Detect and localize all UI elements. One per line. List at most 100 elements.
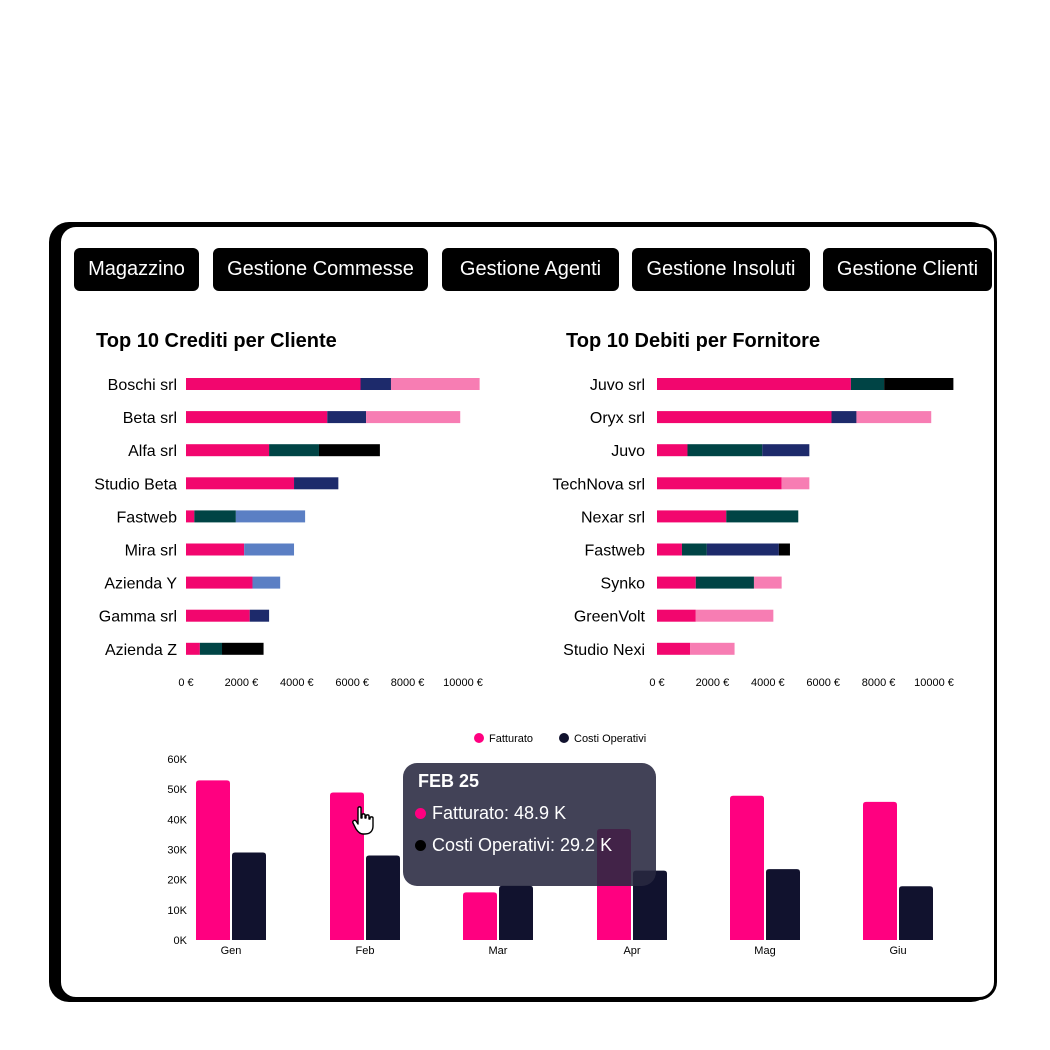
row-label: Studio Beta [94,476,177,493]
bar-segment [222,642,264,655]
bar-fatturato [196,780,230,940]
nav-button-gestione-insoluti[interactable]: Gestione Insoluti [632,248,810,291]
row-label: Azienda Z [105,642,177,659]
crediti-bar-chart: Boschi srl Beta srl Alfa srl Studio Beta Fas… [94,377,483,689]
tooltip-row-costi: Costi Operativi: 29.2 K [415,835,612,856]
bar-segment [687,444,763,457]
bar-segment [244,543,295,556]
bar-segment [269,444,319,457]
bar-segment [781,477,810,490]
x-tick-label: 6000 € [806,677,840,689]
bar-segment [850,378,885,390]
row-label: Gamma srl [99,609,177,626]
x-tick-label: 8000 € [862,677,896,689]
x-tick-label: Gen [221,945,242,957]
bar-segment [762,444,810,457]
legend-marker [474,733,484,743]
legend-label: Fatturato [489,733,533,745]
row-label: Alfa srl [128,443,177,460]
bar-costi [899,886,933,940]
bar-costi [766,869,800,940]
fatturato-dot-icon [415,808,426,819]
debiti-bar-chart: Juvo srl Oryx srl Juvo TechNova srl Nexar sr… [553,377,954,689]
bar-segment [657,411,832,424]
bar-segment [831,411,857,424]
tooltip-costi-text: Costi Operativi: 29.2 K [432,835,613,855]
bar-segment [318,444,380,457]
x-tick-label: 2000 € [225,677,259,689]
row-label: Mira srl [125,543,177,560]
bar-segment [657,477,782,490]
bar-segment [695,609,774,622]
legend-marker [559,733,569,743]
chart-tooltip: FEB 25 Fatturato: 48.9 K Costi Operativi… [403,763,656,886]
nav-button-magazzino[interactable]: Magazzino [74,248,199,291]
bar-segment [856,411,932,424]
bar-segment [657,378,851,390]
bar-segment [235,510,306,523]
bar-segment [249,609,270,622]
x-tick-label: 6000 € [335,677,369,689]
row-label: Fastweb [585,543,646,560]
row-label: Juvo srl [590,377,645,394]
x-tick-label: 4000 € [751,677,785,689]
tooltip-fatturato-text: Fatturato: 48.9 K [432,803,567,823]
bar-segment [657,576,696,589]
bar-segment [681,543,707,556]
nav-button-gestione-agenti[interactable]: Gestione Agenti [442,248,619,291]
nav-button-gestione-commesse[interactable]: Gestione Commesse [213,248,428,291]
x-tick-label: 0 € [178,677,193,689]
row-label: Oryx srl [590,410,645,427]
row-label: GreenVolt [574,609,646,626]
bar-segment [657,444,688,457]
x-tick-label: 8000 € [391,677,425,689]
bar-segment [186,543,245,556]
bar-segment [186,510,195,523]
bar-segment [186,378,361,390]
row-label: Fastweb [117,509,178,526]
x-tick-label: Feb [356,945,375,957]
bar-costi [232,852,266,940]
bar-segment [186,477,295,490]
x-tick-label: 10000 € [443,677,483,689]
x-tick-label: 2000 € [696,677,730,689]
y-tick-label: 10K [167,905,187,917]
bar-segment [199,642,223,655]
bar-segment [186,642,200,655]
bar-segment [726,510,799,523]
bar-segment [194,510,236,523]
y-tick-label: 20K [167,875,187,887]
tooltip-title: FEB 25 [418,771,480,791]
bar-segment [657,609,696,622]
y-tick-label: 60K [167,754,187,766]
bar-segment [252,576,281,589]
debiti-chart-title: Top 10 Debiti per Fornitore [566,330,821,352]
bar-segment [360,378,391,390]
x-tick-label: Mar [489,945,508,957]
bar-segment [695,576,754,589]
bar-segment [186,609,250,622]
bar-segment [690,642,735,655]
hand-pointer-icon [352,806,374,835]
legend-label: Costi Operativi [574,733,646,745]
crediti-chart-title: Top 10 Crediti per Cliente [96,330,337,352]
x-tick-label: Apr [623,945,640,957]
bar-segment [390,378,480,390]
bar-fatturato [863,801,897,940]
bar-costi [633,870,667,940]
bar-costi [499,885,533,940]
row-label: Synko [601,576,646,593]
bar-costi [366,855,400,940]
bar-segment [657,510,727,523]
x-tick-label: 4000 € [280,677,314,689]
bar-segment [294,477,339,490]
row-label: Boschi srl [108,377,177,394]
row-label: TechNova srl [553,476,645,493]
tooltip-row-fatturato: Fatturato: 48.9 K [415,803,566,824]
bar-segment [657,543,682,556]
x-tick-label: Giu [889,945,906,957]
y-tick-label: 30K [167,845,187,857]
nav-button-gestione-clienti[interactable]: Gestione Clienti [823,248,992,291]
bar-segment [366,411,461,424]
bar-segment [327,411,367,424]
